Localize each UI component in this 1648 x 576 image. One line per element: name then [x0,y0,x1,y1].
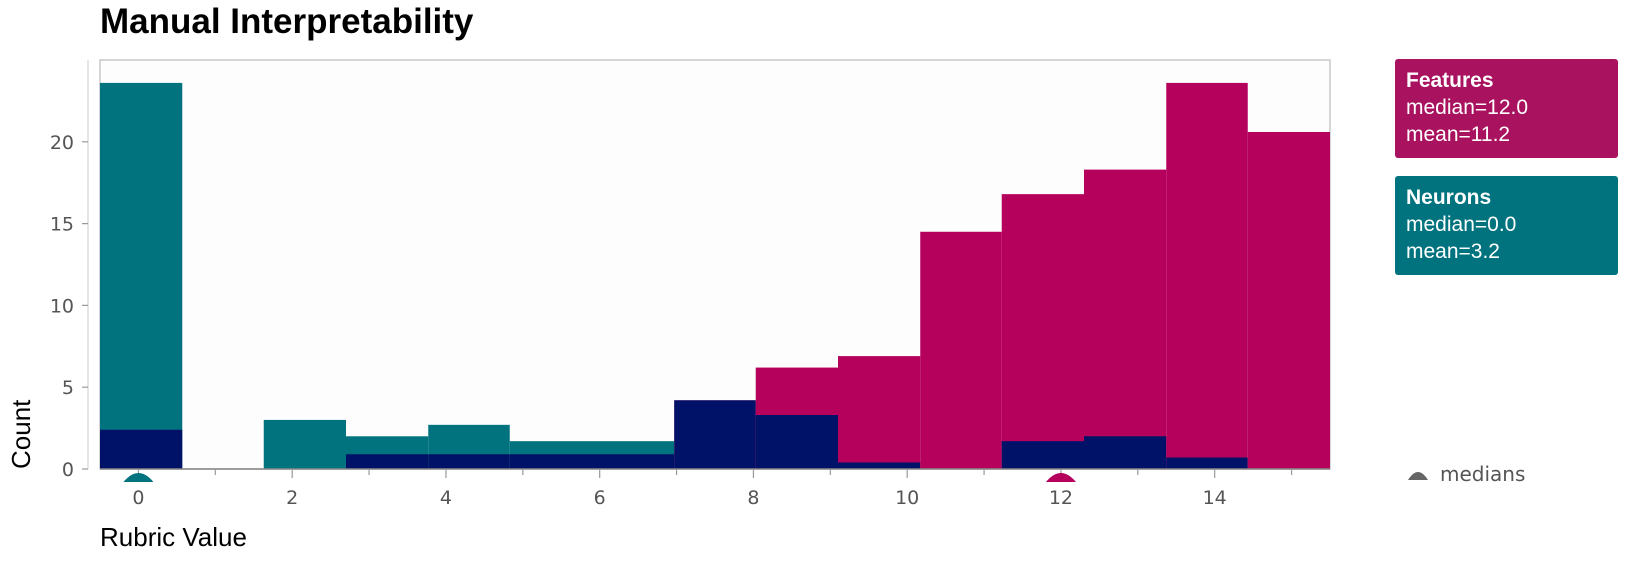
median-marker-neurons [123,473,154,482]
bar-neurons [263,419,346,469]
bar-overlap [755,415,838,469]
bar-overlap [509,454,592,469]
y-tick-label: 20 [50,132,74,154]
legend-neurons-name: Neurons [1406,186,1492,209]
x-tick-label: 12 [1049,487,1073,509]
x-tick-label: 10 [895,487,919,509]
x-tick-label: 4 [440,487,452,509]
y-tick-label: 5 [62,377,74,399]
y-axis-title: Count [6,399,36,469]
legend-neurons: Neurons median=0.0 mean=3.2 [1395,176,1618,275]
bar-features [1166,82,1248,470]
legend-features-mean: mean=11.2 [1406,123,1511,146]
legend-features: Features median=12.0 mean=11.2 [1395,59,1618,158]
median-markers [123,473,1076,482]
x-tick-label: 2 [286,487,298,509]
bar-overlap [346,454,429,469]
y-tick-label: 15 [50,214,74,236]
legend-features-name: Features [1406,69,1494,92]
bar-features [920,231,1002,469]
x-axis-title: Rubric Value [100,522,247,552]
legend-features-median: median=12.0 [1406,96,1529,119]
bar-neurons [100,82,183,470]
bar-overlap [838,462,921,469]
bar-overlap [674,400,756,469]
median-marker-features [1045,473,1076,482]
medians-label: medians [1440,462,1526,486]
bar-overlap [428,454,510,469]
chart-title: Manual Interpretability [100,2,474,41]
x-tick-label: 0 [132,487,144,509]
x-tick-label: 8 [747,487,759,509]
bar-features [838,356,921,469]
bar-overlap [1001,441,1084,469]
medians-key: medians [1408,462,1525,486]
x-tick-label: 6 [594,487,606,509]
bar-overlap [1084,436,1167,469]
y-tick-label: 10 [50,295,74,317]
x-tick-label: 14 [1203,487,1227,509]
median-triangle-icon [1408,472,1428,480]
y-tick-label: 0 [62,459,74,481]
bar-features [1084,169,1167,469]
bar-overlap [100,429,183,469]
legend-neurons-mean: mean=3.2 [1406,240,1500,263]
legend-neurons-median: median=0.0 [1406,213,1517,236]
bar-features [1247,131,1330,469]
bar-overlap [592,454,675,469]
axes-layer: 0 2 4 6 8 10 12 14 0 5 10 15 20 [50,60,1330,509]
bars-layer [100,82,1330,470]
bar-features [1001,194,1084,470]
bar-overlap [1166,457,1248,469]
